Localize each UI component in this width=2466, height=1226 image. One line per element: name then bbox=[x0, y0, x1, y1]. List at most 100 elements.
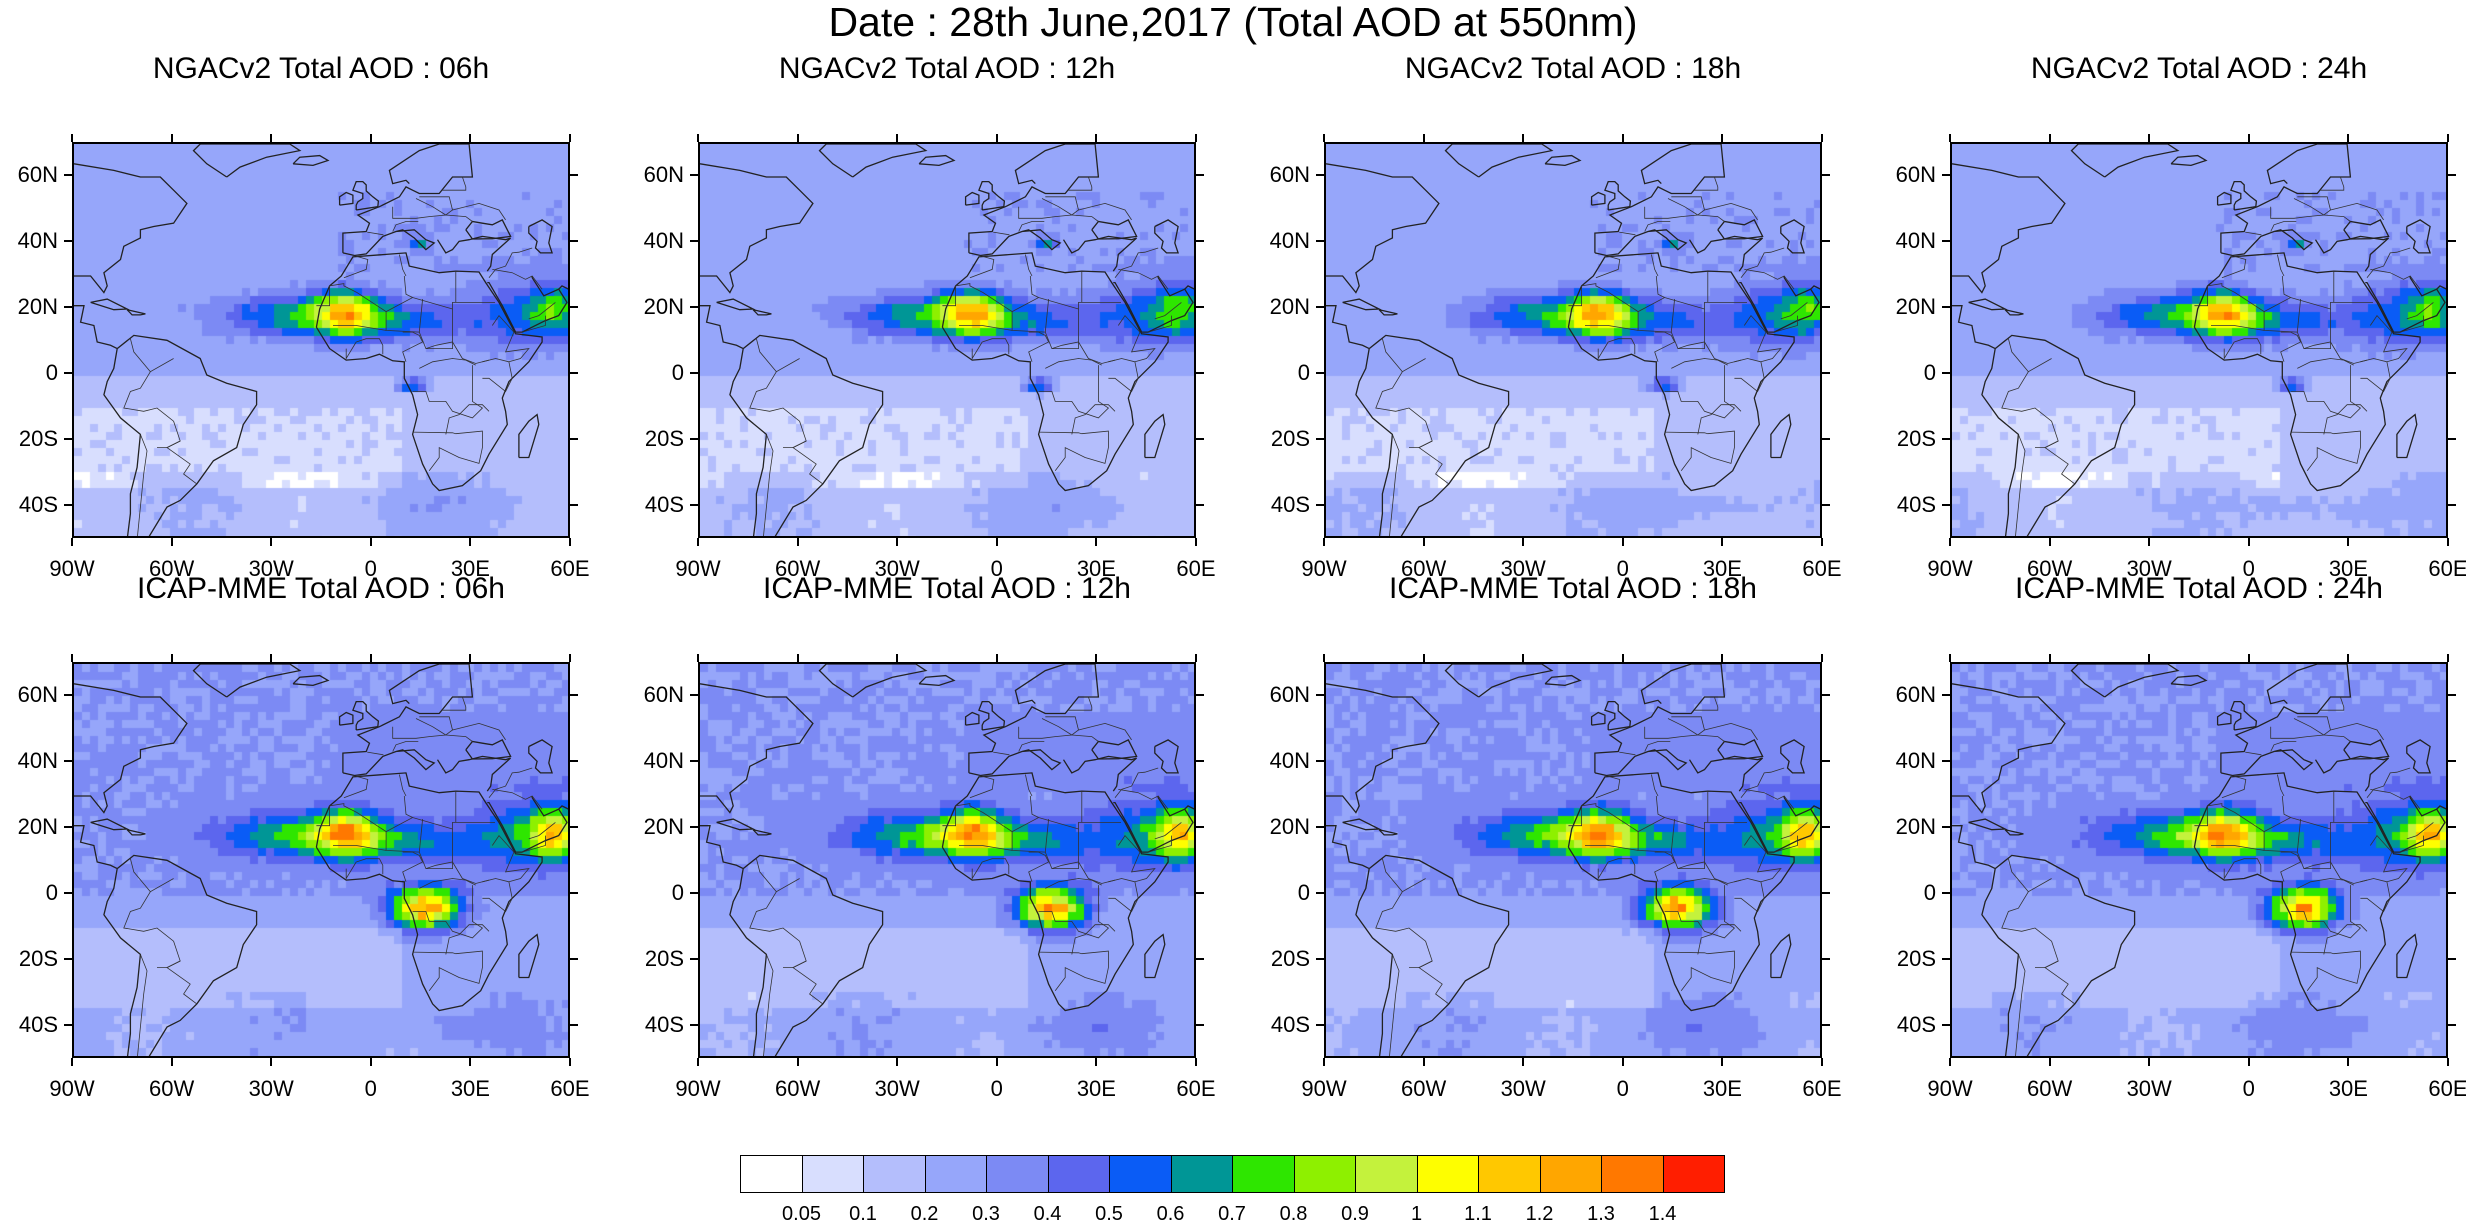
country-border bbox=[982, 338, 1010, 355]
longitude-tick-label: 90W bbox=[1927, 1076, 1973, 1101]
country-border bbox=[1375, 358, 1450, 485]
longitude-tick-label: 30W bbox=[1500, 1076, 1546, 1101]
coastline-overlay bbox=[74, 664, 568, 1056]
country-border bbox=[1740, 767, 1785, 798]
longitude-tick-label: 0 bbox=[990, 556, 1003, 581]
country-border bbox=[367, 751, 384, 756]
country-border bbox=[1743, 834, 1782, 883]
longitude-tick bbox=[1821, 538, 1823, 546]
coastline-overlay bbox=[700, 664, 1194, 1056]
coastline bbox=[1444, 144, 1554, 178]
longitude-tick-label: 30E bbox=[1702, 556, 1742, 581]
coastline bbox=[1326, 825, 1370, 870]
country-border bbox=[1038, 365, 1110, 419]
country-border bbox=[1018, 196, 1079, 219]
longitude-tick bbox=[1323, 134, 1325, 142]
country-border bbox=[959, 845, 1013, 851]
latitude-tick-label: 20N bbox=[17, 294, 58, 319]
coastline bbox=[465, 739, 512, 760]
country-border bbox=[452, 722, 506, 741]
latitude-tick-label: 40N bbox=[643, 228, 684, 253]
country-border bbox=[2293, 718, 2325, 736]
country-border bbox=[1029, 795, 1039, 818]
longitude-tick bbox=[2347, 538, 2350, 546]
coastline bbox=[1184, 805, 1194, 810]
country-border bbox=[2001, 358, 2076, 485]
country-border bbox=[1108, 358, 1139, 393]
latitude-tick bbox=[1196, 1024, 1204, 1026]
coastline bbox=[2365, 796, 2446, 853]
longitude-tick bbox=[1422, 1058, 1425, 1066]
longitude-tick-label: 60E bbox=[1176, 1076, 1216, 1101]
country-border bbox=[1078, 202, 1132, 221]
latitude-tick-label: 0 bbox=[1923, 880, 1936, 905]
map-panel: ICAP-MME Total AOD : 18h 60N 40N 20N 0 20S 40S… bbox=[1252, 572, 1892, 1132]
longitude-tick bbox=[1721, 654, 1724, 662]
latitude-tick bbox=[2448, 306, 2456, 308]
coastline bbox=[1342, 298, 1382, 311]
longitude-tick bbox=[1721, 1058, 1724, 1066]
aod-field bbox=[74, 144, 568, 536]
longitude-tick bbox=[697, 538, 699, 546]
coastline bbox=[2220, 229, 2314, 257]
country-border bbox=[137, 434, 148, 536]
latitude-tick-label: 40S bbox=[644, 492, 684, 517]
latitude-tick bbox=[1316, 240, 1324, 242]
coastline bbox=[2216, 711, 2232, 726]
longitude-tick bbox=[2148, 134, 2151, 142]
coastline bbox=[1326, 163, 1440, 294]
longitude-tick bbox=[1422, 134, 1425, 142]
latitude-tick-label: 20S bbox=[18, 946, 58, 971]
country-border bbox=[2406, 822, 2434, 840]
country-border bbox=[1382, 338, 1403, 372]
longitude-tick bbox=[995, 654, 998, 662]
country-border bbox=[971, 341, 983, 360]
country-border bbox=[2223, 341, 2235, 360]
latitude-tick bbox=[570, 760, 578, 762]
coastline bbox=[292, 674, 330, 687]
longitude-tick-label: 0 bbox=[2242, 1076, 2255, 1101]
country-border bbox=[1619, 231, 1636, 236]
country-border bbox=[1595, 255, 1621, 279]
latitude-tick-label: 40S bbox=[18, 492, 58, 517]
country-border bbox=[783, 960, 807, 969]
country-border bbox=[1597, 861, 1609, 880]
coastline bbox=[2406, 739, 2432, 774]
colorbar-label: 0.8 bbox=[1279, 1203, 1308, 1225]
coastline bbox=[1144, 413, 1166, 459]
coastline bbox=[352, 180, 380, 211]
aod-map bbox=[1950, 142, 2448, 538]
longitude-tick bbox=[270, 654, 273, 662]
country-border bbox=[452, 202, 506, 221]
latitude-tick bbox=[2448, 892, 2456, 894]
latitude-tick bbox=[64, 892, 72, 894]
latitude-tick bbox=[1196, 240, 1204, 242]
longitude-tick bbox=[1522, 1058, 1525, 1066]
country-border bbox=[1651, 254, 1659, 277]
longitude-tick bbox=[1821, 134, 1823, 142]
aod-field bbox=[74, 664, 568, 1056]
country-border bbox=[1041, 198, 1073, 216]
coastline bbox=[2314, 755, 2390, 792]
coastline bbox=[716, 818, 756, 831]
aod-field bbox=[1952, 144, 2446, 536]
coastline bbox=[2070, 144, 2180, 178]
coastline bbox=[528, 219, 554, 254]
latitude-tick bbox=[2448, 438, 2456, 440]
latitude-tick bbox=[690, 694, 698, 696]
latitude-tick bbox=[570, 958, 578, 960]
longitude-tick bbox=[2447, 538, 2449, 546]
latitude-tick bbox=[1316, 892, 1324, 894]
country-border bbox=[2297, 878, 2354, 889]
coastline bbox=[941, 772, 1169, 1012]
country-border bbox=[2290, 365, 2362, 419]
country-border bbox=[403, 275, 413, 298]
coastline bbox=[1594, 749, 1688, 777]
coastline bbox=[342, 144, 474, 253]
longitude-tick bbox=[1821, 1058, 1823, 1066]
country-border bbox=[1780, 302, 1808, 320]
longitude-tick bbox=[1621, 538, 1624, 546]
coastline bbox=[729, 854, 884, 1056]
latitude-tick bbox=[570, 504, 578, 506]
country-border bbox=[419, 358, 476, 369]
